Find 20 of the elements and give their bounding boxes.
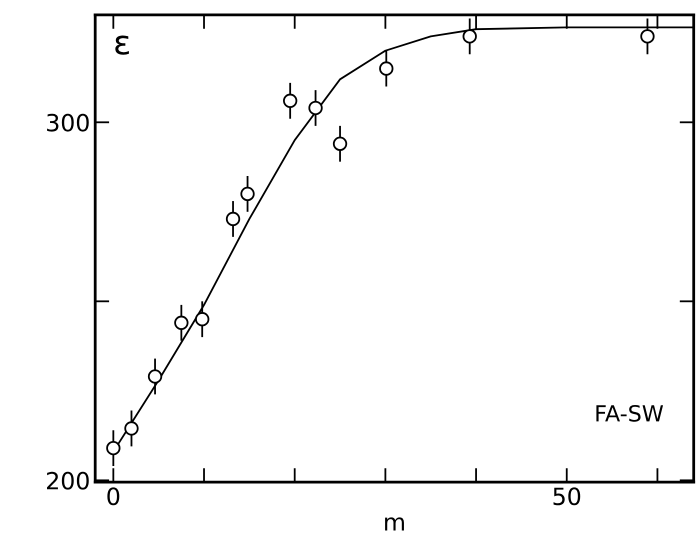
y-tick-label: 200 xyxy=(47,472,89,490)
y-axis-title: ε xyxy=(115,36,129,55)
x-tick-label: 50 xyxy=(554,487,580,506)
point xyxy=(283,94,298,108)
point xyxy=(332,136,348,151)
annotation: FA-SW xyxy=(596,404,664,422)
point xyxy=(195,312,210,326)
point xyxy=(640,29,655,44)
x-axis-title: m xyxy=(385,517,404,531)
point xyxy=(174,316,188,330)
y-tick-label: 300 xyxy=(47,114,89,132)
point xyxy=(106,440,120,456)
point xyxy=(124,421,139,436)
x-tick-label: 0 xyxy=(107,487,120,506)
point xyxy=(462,29,477,44)
point xyxy=(240,186,255,202)
point xyxy=(308,100,323,116)
point xyxy=(379,61,394,76)
point xyxy=(148,369,162,384)
point xyxy=(226,212,240,226)
